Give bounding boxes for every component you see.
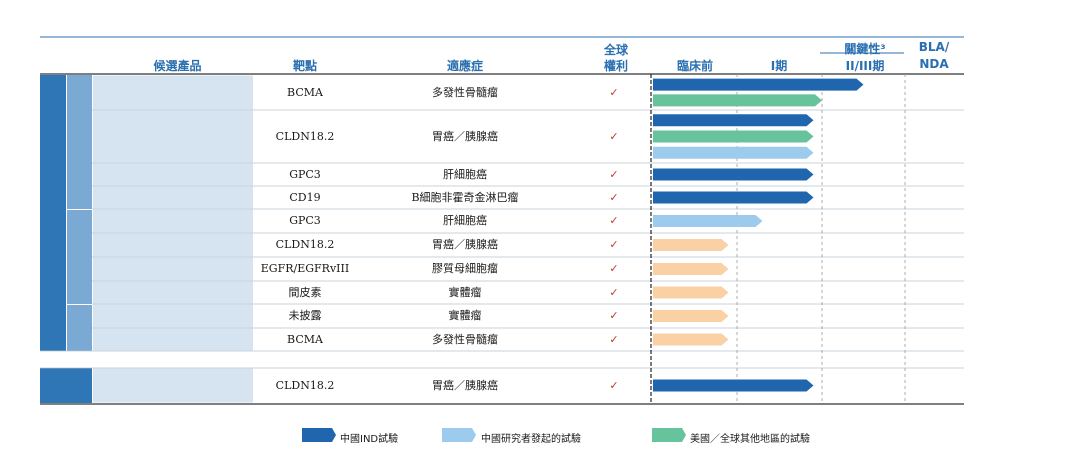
product-label: KJ-C2113 bbox=[145, 285, 205, 299]
target-cell: BCMA bbox=[287, 332, 323, 346]
product-label: KJ-C2112 bbox=[145, 262, 205, 275]
pipeline-bar-preclinical bbox=[653, 286, 729, 299]
target-cell: GPC3 bbox=[289, 167, 321, 181]
target-cell: EGFR/EGFRvIII bbox=[260, 262, 350, 275]
product-footnote: 2 bbox=[192, 129, 198, 139]
product-label: KJ-C2111 bbox=[145, 332, 205, 346]
global-rights-check: ✓ bbox=[609, 238, 619, 251]
global-rights-check: ✓ bbox=[609, 309, 619, 322]
legend-swatch bbox=[302, 428, 336, 442]
category-mab: mAb bbox=[62, 371, 73, 400]
product-label: CT053 bbox=[150, 87, 191, 101]
target-cell: 未披露 bbox=[288, 309, 322, 322]
product-name: αCLDN 18.2 mAb bbox=[95, 380, 255, 391]
target-cell: CLDN18.2 bbox=[275, 378, 335, 392]
target-cell: CLDN18.2 bbox=[275, 129, 335, 143]
category-next-gen: 下一代 bbox=[74, 240, 85, 274]
indication-cell: 胃癌／胰腺癌 bbox=[432, 238, 498, 251]
indication-cell: 多發性骨髓瘤 bbox=[432, 85, 498, 99]
indication-cell: 肝細胞癌 bbox=[443, 167, 487, 181]
product-name: CT017 bbox=[95, 215, 255, 226]
indication-cell: 膠質母細胞瘤 bbox=[432, 262, 498, 275]
product-name: KJ-C1807 bbox=[95, 239, 255, 250]
legend-label-china-ind: 中國IND試驗 bbox=[340, 434, 399, 445]
global-rights-check: ✓ bbox=[609, 262, 619, 275]
product-name: KJ-C2114 bbox=[95, 310, 255, 321]
global-rights-check: ✓ bbox=[609, 214, 619, 227]
global-rights-check: ✓ bbox=[609, 167, 619, 181]
indication-cell: 肝細胞癌 bbox=[443, 214, 487, 227]
indication-cell: 實體瘤 bbox=[448, 309, 482, 322]
indication-cell: 胃癌／胰腺癌 bbox=[432, 129, 498, 143]
global-rights-check: ✓ bbox=[609, 378, 619, 392]
indication-cell: B細胞非霍奇金淋巴瘤 bbox=[411, 190, 519, 204]
pipeline-bar-preclinical bbox=[653, 239, 729, 251]
product-label: CT017 bbox=[155, 214, 195, 227]
header-bla-bottom: NDA bbox=[919, 57, 949, 71]
target-cell: CD19 bbox=[289, 190, 321, 204]
header-global-rights-1: 全球 bbox=[603, 43, 628, 57]
header-global-rights-2: 權利 bbox=[603, 59, 628, 73]
pipeline-bar-china_iit bbox=[653, 146, 814, 159]
product-name: CT0412 bbox=[95, 131, 255, 144]
global-rights-check: ✓ bbox=[609, 129, 619, 143]
category-autologous: 常規的 bbox=[74, 125, 85, 159]
product-name: KJ-C2113 bbox=[95, 287, 255, 298]
pipeline-bar-china_iit bbox=[653, 215, 763, 227]
pipeline-bar-preclinical bbox=[653, 263, 729, 275]
indication-cell: 實體瘤 bbox=[448, 285, 482, 299]
header-preclinical: 臨床前 bbox=[676, 59, 713, 73]
pipeline-bar-us_global bbox=[653, 94, 822, 107]
global-rights-check: ✓ bbox=[609, 85, 619, 99]
legend-swatch bbox=[652, 428, 686, 442]
indication-cell: 胃癌／胰腺癌 bbox=[432, 378, 498, 392]
header-candidate: 候選產品 bbox=[153, 59, 202, 73]
target-cell: GPC3 bbox=[289, 214, 321, 227]
pipeline-bar-us_global bbox=[653, 130, 814, 143]
product-label: CT041 bbox=[152, 131, 193, 145]
pipeline-bar-china_ind bbox=[653, 168, 814, 181]
global-rights-check: ✓ bbox=[609, 285, 619, 299]
product-name: CT011 bbox=[95, 169, 255, 180]
product-label: KJ-C2114 bbox=[145, 309, 205, 322]
product-name: CT032 bbox=[95, 192, 255, 203]
legend-label-china-iit: 中國研究者發起的試驗 bbox=[481, 434, 581, 445]
header-pivotal-top: 關鍵性³ bbox=[844, 42, 886, 56]
pipeline-bar-china_ind bbox=[653, 114, 814, 127]
target-cell: BCMA bbox=[287, 85, 323, 99]
product-footnote: *1 bbox=[190, 85, 200, 95]
category-cell-therapy: 細胞療法 bbox=[49, 191, 60, 235]
product-name: KJ-C2111 bbox=[95, 334, 255, 345]
legend-swatch bbox=[442, 428, 476, 442]
pipeline-bar-china_ind bbox=[653, 191, 814, 204]
category-allogeneic: 同種異體 bbox=[74, 306, 85, 350]
global-rights-check: ✓ bbox=[609, 332, 619, 346]
target-cell: CLDN18.2 bbox=[275, 238, 335, 251]
product-label: CT011 bbox=[155, 167, 195, 181]
product-label: CT032 bbox=[155, 190, 195, 204]
header-pivotal-bottom: II/III期 bbox=[845, 59, 885, 73]
product-label: αCLDN 18.2 mAb bbox=[121, 378, 229, 392]
header-bla-top: BLA/ bbox=[918, 40, 950, 54]
legend-label-us-global: 美國／全球其他地區的試驗 bbox=[690, 434, 810, 445]
product-label: KJ-C1807 bbox=[145, 238, 205, 251]
pipeline-bar-preclinical bbox=[653, 333, 729, 346]
indication-cell: 多發性骨髓瘤 bbox=[432, 332, 498, 346]
header-target: 靶點 bbox=[292, 59, 317, 73]
global-rights-check: ✓ bbox=[609, 190, 619, 204]
target-cell: 間皮素 bbox=[288, 285, 322, 299]
header-phase1: I期 bbox=[770, 59, 788, 73]
product-name: CT053*1 bbox=[95, 87, 255, 100]
product-name: KJ-C2112 bbox=[95, 263, 255, 274]
pipeline-bar-preclinical bbox=[653, 310, 729, 322]
pipeline-bar-china_ind bbox=[653, 379, 814, 392]
pipeline-bar-china_ind bbox=[653, 78, 864, 91]
header-indication: 適應症 bbox=[446, 59, 483, 73]
